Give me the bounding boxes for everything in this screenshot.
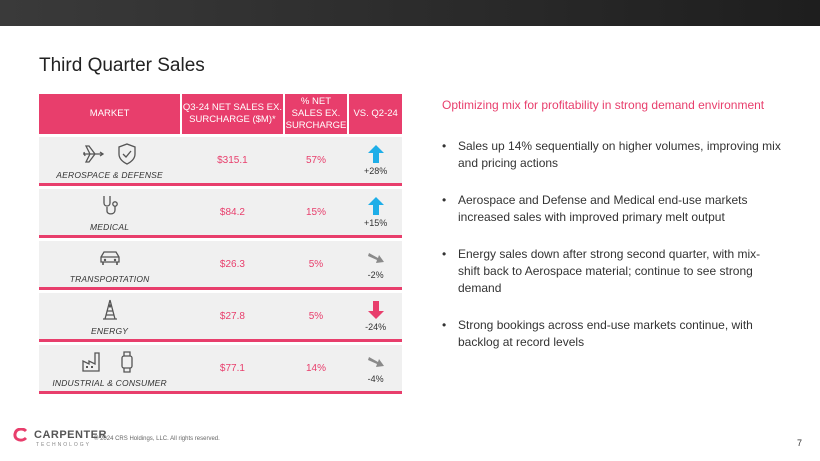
market-cell: AEROSPACE & DEFENSE — [39, 137, 180, 183]
percent-value: 5% — [308, 258, 324, 270]
company-logo: CARPENTER TECHNOLOGY — [12, 428, 107, 448]
sales-value: $77.1 — [219, 362, 245, 374]
market-name: MEDICAL — [90, 222, 130, 232]
table-row: MEDICAL $84.2 15% +15% — [39, 189, 402, 238]
bullet-item: Aerospace and Defense and Medical end-us… — [442, 192, 782, 226]
smartwatch-icon — [120, 351, 133, 373]
header-net-sales: Q3-24 NET SALES EX. SURCHARGE ($M)* — [182, 94, 283, 134]
market-name: INDUSTRIAL & CONSUMER — [52, 378, 167, 388]
table-row: INDUSTRIAL & CONSUMER $77.1 14% -4% — [39, 345, 402, 394]
car-icon — [99, 251, 120, 265]
logo-text: CARPENTER — [34, 429, 107, 441]
panel-heading: Optimizing mix for profitability in stro… — [442, 98, 765, 112]
arrow-down-right-icon — [367, 253, 384, 263]
table-header: MARKET Q3-24 NET SALES EX. SURCHARGE ($M… — [39, 94, 402, 134]
stethoscope-icon — [102, 196, 118, 215]
delta-cell: +28% — [349, 137, 402, 183]
market-name: AEROSPACE & DEFENSE — [56, 170, 163, 180]
market-cell: TRANSPORTATION — [39, 241, 180, 287]
header-vs-q2: VS. Q2-24 — [349, 94, 402, 134]
logo-subtext: TECHNOLOGY — [36, 442, 92, 448]
market-name: TRANSPORTATION — [69, 274, 150, 284]
table-row: AEROSPACE & DEFENSE $315.1 57% +28% — [39, 137, 402, 186]
table-row: TRANSPORTATION $26.3 5% -2% — [39, 241, 402, 290]
delta-cell: -24% — [349, 293, 402, 339]
arrow-down-right-icon — [367, 357, 384, 367]
airplane-icon — [82, 145, 104, 163]
delta-value: +28% — [364, 166, 388, 176]
header-market: MARKET — [39, 94, 181, 134]
sales-value: $84.2 — [219, 206, 245, 218]
bullet-item: Sales up 14% sequentially on higher volu… — [442, 138, 782, 172]
shield-icon — [117, 143, 136, 165]
delta-cell: +15% — [349, 189, 402, 235]
percent-value: 15% — [305, 206, 326, 218]
percent-value: 57% — [305, 154, 326, 166]
delta-value: -4% — [367, 374, 384, 384]
arrow-up-icon — [367, 197, 384, 215]
delta-value: -24% — [365, 322, 387, 332]
sales-table: MARKET Q3-24 NET SALES EX. SURCHARGE ($M… — [39, 94, 402, 394]
percent-value: 5% — [308, 310, 324, 322]
header-percent: % NET SALES EX. SURCHARGE — [284, 94, 348, 134]
logo-mark-icon — [13, 428, 28, 442]
bullet-list: Sales up 14% sequentially on higher volu… — [442, 138, 782, 371]
delta-cell: -4% — [349, 345, 402, 391]
market-name: ENERGY — [91, 326, 129, 336]
sales-value: $315.1 — [217, 154, 248, 166]
page-number: 7 — [796, 438, 802, 448]
sales-value: $27.8 — [219, 310, 245, 322]
sales-value: $26.3 — [219, 258, 245, 270]
market-cell: MEDICAL — [39, 189, 180, 235]
oil-rig-icon — [102, 299, 117, 320]
top-bar — [0, 0, 820, 26]
percent-value: 14% — [305, 362, 326, 374]
slide-title: Third Quarter Sales — [39, 55, 205, 76]
bullet-item: Energy sales down after strong second qu… — [442, 246, 782, 297]
arrow-down-icon — [367, 301, 384, 319]
market-cell: INDUSTRIAL & CONSUMER — [39, 345, 180, 391]
factory-icon — [81, 352, 100, 372]
arrow-up-icon — [367, 145, 384, 163]
delta-value: +15% — [364, 218, 388, 228]
table-row: ENERGY $27.8 5% -24% — [39, 293, 402, 342]
copyright: © 2024 CRS Holdings, LLC. All rights res… — [94, 436, 220, 442]
delta-cell: -2% — [349, 241, 402, 287]
market-cell: ENERGY — [39, 293, 180, 339]
delta-value: -2% — [367, 270, 384, 280]
bullet-item: Strong bookings across end-use markets c… — [442, 317, 782, 351]
